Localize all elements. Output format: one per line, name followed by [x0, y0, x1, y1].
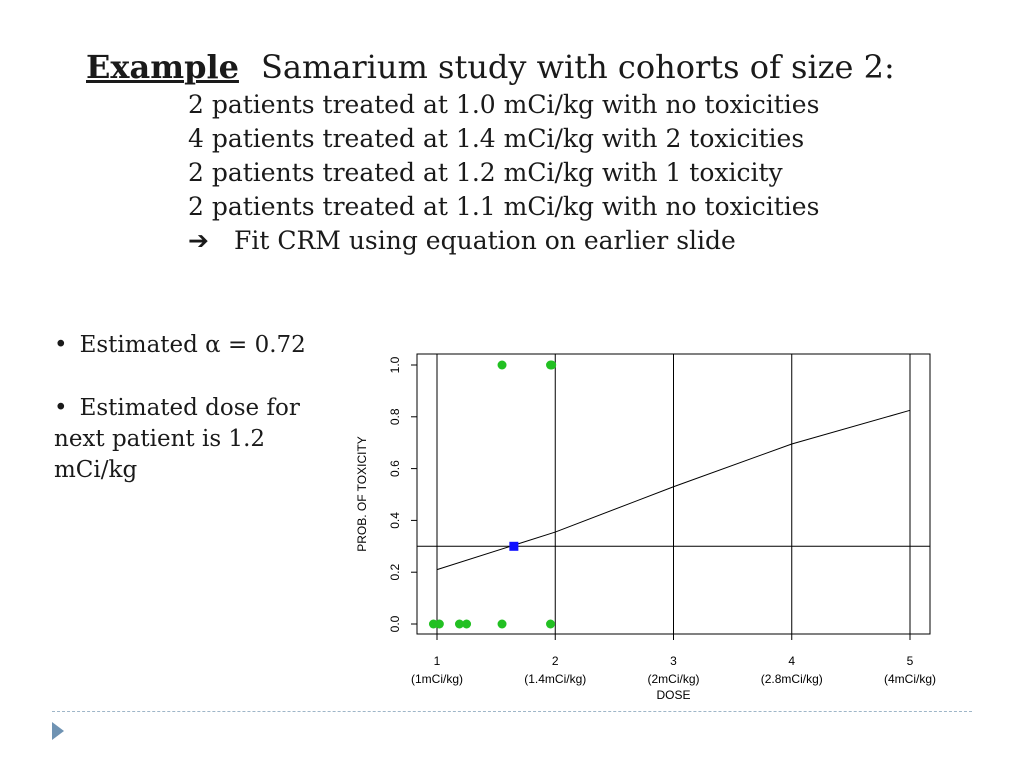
bullet-list: • Estimated α = 0.72 • Estimated dose for …: [54, 330, 334, 518]
y-tick-label: 0.8: [388, 408, 402, 425]
x-tick-sublabel: (1.4mCi/kg): [524, 672, 586, 686]
bullet-alpha: • Estimated α = 0.72: [54, 330, 334, 361]
x-tick-label: 5: [907, 654, 914, 668]
right-arrow-icon: ➔: [188, 226, 209, 255]
bullet-dose: • Estimated dose for next patient is 1.2 …: [54, 393, 334, 486]
x-tick-label: 1: [434, 654, 441, 668]
no-toxicity-point: [546, 619, 556, 629]
no-toxicity-point: [497, 619, 507, 629]
toxicity-point: [497, 360, 507, 370]
cohort-list: 2 patients treated at 1.0 mCi/kg with no…: [188, 88, 819, 258]
y-tick-label: 0.2: [388, 564, 402, 581]
no-toxicity-point: [434, 619, 444, 629]
cohort-line-3: 2 patients treated at 1.2 mCi/kg with 1 …: [188, 158, 783, 187]
y-tick-label: 0.0: [388, 615, 402, 632]
x-tick-sublabel: (4mCi/kg): [884, 672, 936, 686]
title-text: Samarium study with cohorts of size 2:: [260, 48, 895, 86]
x-tick-sublabel: (2mCi/kg): [647, 672, 699, 686]
no-toxicity-point: [462, 619, 472, 629]
slide-title: Example Samarium study with cohorts of si…: [86, 48, 895, 86]
example-label: Example: [86, 48, 239, 86]
footer-divider: [52, 711, 972, 712]
no-toxicity-point: [454, 619, 464, 629]
bullet-dot: •: [54, 395, 68, 421]
cohort-line-2: 4 patients treated at 1.4 mCi/kg with 2 …: [188, 124, 805, 153]
x-tick-sublabel: (1mCi/kg): [411, 672, 463, 686]
alpha-text: Estimated α = 0.72: [79, 332, 306, 358]
dose-text: Estimated dose for next patient is 1.2 m…: [54, 395, 300, 483]
conclusion-text: Fit CRM using equation on earlier slide: [234, 226, 736, 255]
x-tick-label: 2: [552, 654, 559, 668]
y-tick-label: 0.6: [388, 460, 402, 477]
toxicity-point: [547, 360, 557, 370]
y-tick-label: 1.0: [388, 356, 402, 373]
cohort-line-1: 2 patients treated at 1.0 mCi/kg with no…: [188, 90, 820, 119]
bullet-dot: •: [54, 332, 68, 358]
conclusion-line: ➔ Fit CRM using equation on earlier slide: [188, 224, 819, 258]
x-axis-title: DOSE: [656, 688, 690, 702]
x-tick-label: 4: [788, 654, 795, 668]
y-axis-title: PROB. OF TOXICITY: [355, 436, 369, 552]
estimated-dose-marker: [509, 541, 519, 551]
y-tick-label: 0.4: [388, 512, 402, 529]
x-tick-sublabel: (2.8mCi/kg): [761, 672, 823, 686]
cohort-line-4: 2 patients treated at 1.1 mCi/kg with no…: [188, 192, 820, 221]
slide-marker-icon: [52, 722, 64, 740]
x-tick-label: 3: [670, 654, 677, 668]
